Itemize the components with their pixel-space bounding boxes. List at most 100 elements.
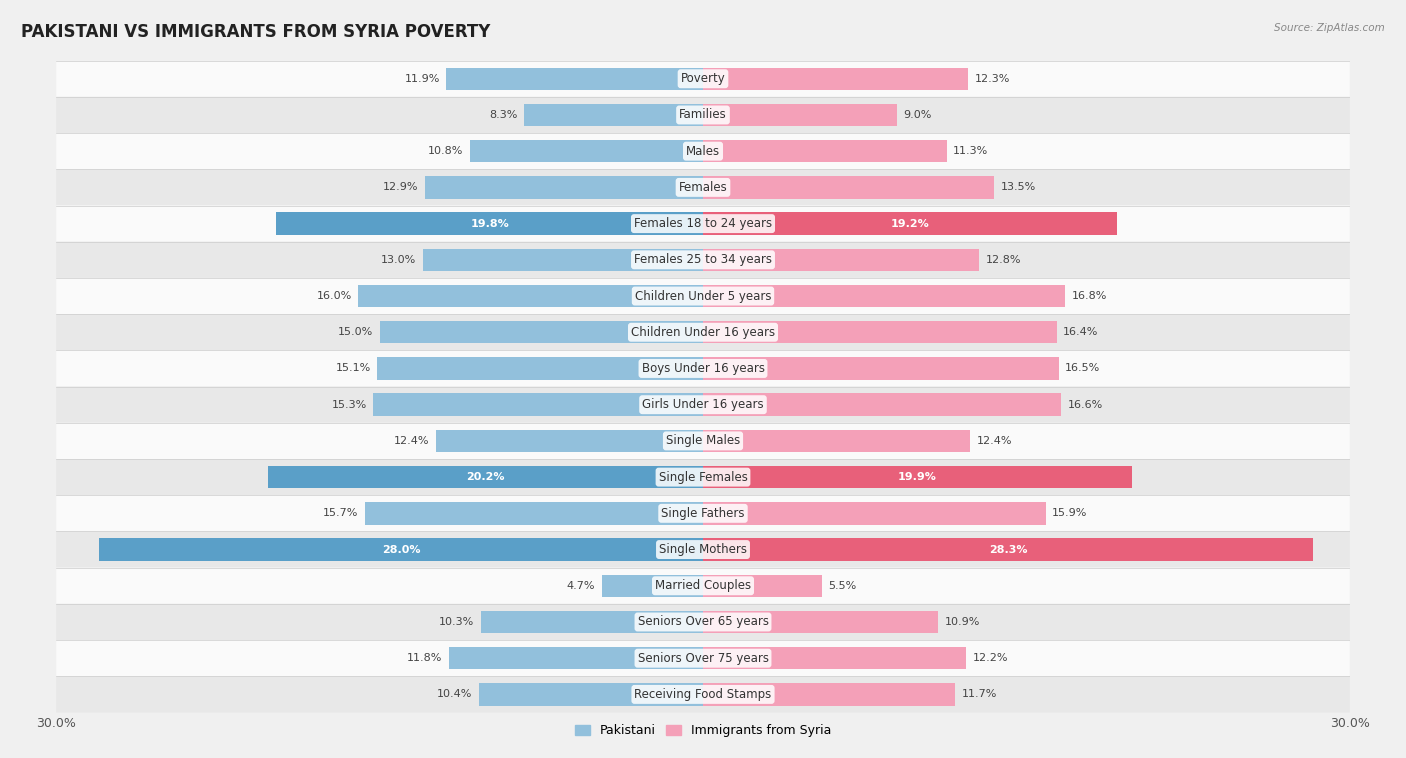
Bar: [373, 393, 703, 416]
FancyBboxPatch shape: [56, 314, 1350, 350]
Text: 10.9%: 10.9%: [945, 617, 980, 627]
FancyBboxPatch shape: [56, 568, 1350, 604]
Text: Source: ZipAtlas.com: Source: ZipAtlas.com: [1274, 23, 1385, 33]
Bar: [703, 321, 1056, 343]
Text: 8.3%: 8.3%: [489, 110, 517, 120]
Bar: [703, 502, 1046, 525]
Text: 9.0%: 9.0%: [904, 110, 932, 120]
Text: Males: Males: [686, 145, 720, 158]
Text: Children Under 16 years: Children Under 16 years: [631, 326, 775, 339]
Text: Girls Under 16 years: Girls Under 16 years: [643, 398, 763, 411]
Bar: [100, 538, 703, 561]
Text: 11.7%: 11.7%: [962, 690, 997, 700]
FancyBboxPatch shape: [56, 604, 1350, 640]
FancyBboxPatch shape: [56, 133, 1350, 169]
Text: 16.4%: 16.4%: [1063, 327, 1098, 337]
Text: 16.5%: 16.5%: [1066, 364, 1101, 374]
Text: 19.2%: 19.2%: [890, 218, 929, 229]
FancyBboxPatch shape: [56, 459, 1350, 495]
Text: 11.3%: 11.3%: [953, 146, 988, 156]
Text: 5.5%: 5.5%: [828, 581, 856, 590]
Bar: [703, 683, 955, 706]
Text: Single Females: Single Females: [658, 471, 748, 484]
FancyBboxPatch shape: [56, 423, 1350, 459]
Text: 16.0%: 16.0%: [316, 291, 352, 301]
Text: 10.3%: 10.3%: [439, 617, 474, 627]
Bar: [436, 430, 703, 452]
Bar: [703, 538, 1313, 561]
Text: 13.5%: 13.5%: [1001, 183, 1036, 193]
Text: Single Mothers: Single Mothers: [659, 543, 747, 556]
Bar: [703, 104, 897, 126]
Text: 13.0%: 13.0%: [381, 255, 416, 265]
Text: 28.3%: 28.3%: [988, 544, 1028, 555]
Text: Seniors Over 75 years: Seniors Over 75 years: [637, 652, 769, 665]
Text: 10.4%: 10.4%: [437, 690, 472, 700]
Bar: [703, 285, 1066, 307]
Bar: [703, 647, 966, 669]
Text: Females: Females: [679, 181, 727, 194]
Bar: [703, 393, 1062, 416]
Text: 15.0%: 15.0%: [337, 327, 373, 337]
Bar: [703, 611, 938, 633]
Bar: [267, 466, 703, 488]
FancyBboxPatch shape: [56, 169, 1350, 205]
Text: 20.2%: 20.2%: [465, 472, 505, 482]
FancyBboxPatch shape: [56, 97, 1350, 133]
FancyBboxPatch shape: [56, 242, 1350, 278]
Bar: [524, 104, 703, 126]
Text: 12.8%: 12.8%: [986, 255, 1021, 265]
Bar: [449, 647, 703, 669]
Text: 12.4%: 12.4%: [394, 436, 429, 446]
Text: Poverty: Poverty: [681, 72, 725, 85]
Bar: [703, 176, 994, 199]
Text: 16.8%: 16.8%: [1071, 291, 1107, 301]
Text: 15.3%: 15.3%: [332, 399, 367, 409]
Bar: [423, 249, 703, 271]
Text: Receiving Food Stamps: Receiving Food Stamps: [634, 688, 772, 701]
Text: Single Males: Single Males: [666, 434, 740, 447]
Legend: Pakistani, Immigrants from Syria: Pakistani, Immigrants from Syria: [569, 719, 837, 742]
Bar: [470, 140, 703, 162]
Bar: [364, 502, 703, 525]
Text: Children Under 5 years: Children Under 5 years: [634, 290, 772, 302]
Bar: [602, 575, 703, 597]
Text: 19.8%: 19.8%: [470, 218, 509, 229]
Text: 15.7%: 15.7%: [323, 509, 359, 518]
Text: Females 25 to 34 years: Females 25 to 34 years: [634, 253, 772, 266]
Text: 10.8%: 10.8%: [429, 146, 464, 156]
Bar: [359, 285, 703, 307]
Text: Boys Under 16 years: Boys Under 16 years: [641, 362, 765, 375]
Bar: [380, 321, 703, 343]
Bar: [703, 357, 1059, 380]
Bar: [703, 466, 1132, 488]
Text: 15.1%: 15.1%: [336, 364, 371, 374]
FancyBboxPatch shape: [56, 640, 1350, 676]
Bar: [425, 176, 703, 199]
Text: PAKISTANI VS IMMIGRANTS FROM SYRIA POVERTY: PAKISTANI VS IMMIGRANTS FROM SYRIA POVER…: [21, 23, 491, 41]
FancyBboxPatch shape: [56, 278, 1350, 314]
Text: Females 18 to 24 years: Females 18 to 24 years: [634, 217, 772, 230]
Bar: [377, 357, 703, 380]
FancyBboxPatch shape: [56, 531, 1350, 568]
FancyBboxPatch shape: [56, 350, 1350, 387]
Text: 15.9%: 15.9%: [1052, 509, 1088, 518]
Text: 4.7%: 4.7%: [567, 581, 595, 590]
Text: Seniors Over 65 years: Seniors Over 65 years: [637, 615, 769, 628]
Bar: [479, 683, 703, 706]
Bar: [276, 212, 703, 235]
Bar: [481, 611, 703, 633]
Text: Married Couples: Married Couples: [655, 579, 751, 592]
Text: Families: Families: [679, 108, 727, 121]
Text: 28.0%: 28.0%: [382, 544, 420, 555]
Bar: [703, 140, 946, 162]
Text: Single Fathers: Single Fathers: [661, 507, 745, 520]
Bar: [703, 575, 821, 597]
Text: 19.9%: 19.9%: [898, 472, 936, 482]
Text: 11.9%: 11.9%: [405, 74, 440, 83]
Text: 12.9%: 12.9%: [382, 183, 419, 193]
Bar: [703, 212, 1116, 235]
FancyBboxPatch shape: [56, 676, 1350, 713]
FancyBboxPatch shape: [56, 61, 1350, 97]
Text: 12.2%: 12.2%: [973, 653, 1008, 663]
